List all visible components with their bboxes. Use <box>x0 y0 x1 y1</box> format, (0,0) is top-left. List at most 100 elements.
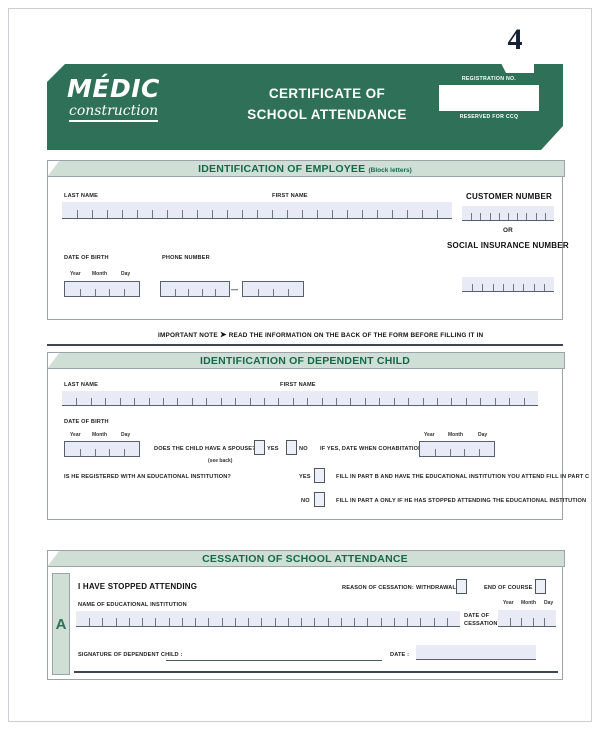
note-divider <box>47 344 563 346</box>
customer-number-label: CUSTOMER NUMBER <box>466 192 552 201</box>
section-employee-title-text: IDENTIFICATION OF EMPLOYEE <box>198 163 366 175</box>
registered-yes-checkbox[interactable] <box>314 468 325 483</box>
registered-yes-label: YES <box>299 474 311 480</box>
comb-teeth <box>243 288 303 296</box>
employee-first-name-label: FIRST NAME <box>272 193 308 199</box>
cessation-year-label: Year <box>503 600 514 606</box>
child-last-name-label: LAST NAME <box>64 382 98 388</box>
signature-label: SIGNATURE OF DEPENDENT CHILD : <box>78 652 183 658</box>
sin-input[interactable] <box>462 277 554 292</box>
cessation-month-label: Month <box>521 600 536 606</box>
comb-teeth <box>62 209 452 218</box>
signature-line[interactable] <box>166 660 382 661</box>
spouse-no-label: NO <box>299 446 308 452</box>
child-dob-month-label: Month <box>92 432 107 438</box>
employee-phone-suffix-input[interactable] <box>242 281 304 297</box>
spouse-yes-label: YES <box>267 446 279 452</box>
cohab-month-label: Month <box>448 432 463 438</box>
important-note-label: IMPORTANT NOTE <box>158 332 218 339</box>
cessation-bottom-divider <box>74 671 558 673</box>
spouse-question-label: DOES THE CHILD HAVE A SPOUSE? <box>154 446 256 452</box>
institution-name-input[interactable] <box>76 611 460 627</box>
part-a-tab: A <box>52 573 70 675</box>
medic-construction-logo: MÉDIC construction <box>67 76 217 138</box>
cohabitation-label: IF YES, DATE WHEN COHABITATION BEGAN <box>320 446 445 452</box>
comb-teeth <box>62 397 538 405</box>
employee-dob-month-label: Month <box>92 271 107 277</box>
child-dob-input[interactable] <box>64 441 140 457</box>
section-cessation-title-text: CESSATION OF SCHOOL ATTENDANCE <box>202 553 408 565</box>
section-child-title: IDENTIFICATION OF DEPENDENT CHILD <box>48 353 562 370</box>
employee-phone-label: PHONE NUMBER <box>162 255 210 261</box>
spouse-no-checkbox[interactable] <box>286 440 297 455</box>
section-dependent-child: IDENTIFICATION OF DEPENDENT CHILD LAST N… <box>47 352 589 520</box>
withdrawal-label: WITHDRAWAL <box>416 585 457 591</box>
reason-of-cessation-label: REASON OF CESSATION: <box>342 585 414 591</box>
cohabitation-date-input[interactable] <box>419 441 495 457</box>
form-title: CERTIFICATE OF SCHOOL ATTENDANCE <box>237 84 417 126</box>
comb-teeth <box>65 288 139 296</box>
end-of-course-label: END OF COURSE <box>484 585 533 591</box>
logo-main-text: MÉDIC <box>67 74 160 103</box>
cessation-day-label: Day <box>544 600 554 606</box>
form-number-value: 4 <box>507 23 523 56</box>
part-a-letter: A <box>55 615 67 633</box>
registration-label: REGISTRATION NO. <box>461 76 517 82</box>
registered-question-label: IS HE REGISTERED WITH AN EDUCATIONAL INS… <box>64 474 231 480</box>
section-cessation-title: CESSATION OF SCHOOL ATTENDANCE <box>48 551 562 568</box>
reserved-for-ccq-label: RESERVED FOR CCQ <box>459 114 519 120</box>
spouse-seeback-label: (see back) <box>208 458 233 464</box>
sin-label: SOCIAL INSURANCE NUMBER <box>447 241 569 250</box>
arrow-right-icon: ➤ <box>219 330 227 339</box>
child-dob-label: DATE OF BIRTH <box>64 419 109 425</box>
logo-sub-text: construction <box>69 104 159 122</box>
section-child-title-text: IDENTIFICATION OF DEPENDENT CHILD <box>200 355 410 367</box>
employee-name-input[interactable] <box>62 202 452 219</box>
comb-teeth <box>76 618 460 626</box>
child-dob-year-label: Year <box>70 432 81 438</box>
cohab-year-label: Year <box>424 432 435 438</box>
date-of-cessation-label-2: CESSATION <box>464 621 498 627</box>
employee-dob-day-label: Day <box>121 271 131 277</box>
or-label: OR <box>503 227 513 234</box>
signature-date-input[interactable] <box>416 645 536 660</box>
comb-teeth <box>161 288 229 296</box>
registered-no-checkbox[interactable] <box>314 492 325 507</box>
important-note: IMPORTANT NOTE ➤ READ THE INFORMATION ON… <box>158 330 483 339</box>
form-title-line1: CERTIFICATE OF <box>268 86 386 101</box>
date-of-cessation-label-1: DATE OF <box>464 613 490 619</box>
section-employee-title: IDENTIFICATION OF EMPLOYEE (Block letter… <box>48 161 562 178</box>
registration-block: REGISTRATION NO. RESERVED FOR CCQ <box>439 76 539 120</box>
cessation-date-input[interactable] <box>498 610 556 627</box>
employee-dob-label: DATE OF BIRTH <box>64 255 109 261</box>
child-name-input[interactable] <box>62 391 538 406</box>
cohab-day-label: Day <box>478 432 488 438</box>
important-note-text: READ THE INFORMATION ON THE BACK OF THE … <box>228 332 484 339</box>
registration-input[interactable] <box>439 85 539 111</box>
registered-no-label: NO <box>301 498 310 504</box>
end-of-course-checkbox[interactable] <box>535 579 546 594</box>
comb-teeth <box>65 448 139 456</box>
header-banner: MÉDIC construction CERTIFICATE OF SCHOOL… <box>47 64 563 150</box>
institution-name-label: NAME OF EDUCATIONAL INSTITUTION <box>78 602 187 608</box>
employee-dob-input[interactable] <box>64 281 140 297</box>
employee-phone-prefix-input[interactable] <box>160 281 230 297</box>
form-title-line2: SCHOOL ATTENDANCE <box>247 106 407 122</box>
section-employee-subtitle: (Block letters) <box>368 167 412 174</box>
section-employee: IDENTIFICATION OF EMPLOYEE (Block letter… <box>47 160 569 320</box>
withdrawal-checkbox[interactable] <box>456 579 467 594</box>
employee-dob-year-label: Year <box>70 271 81 277</box>
signature-date-label: DATE : <box>390 652 410 658</box>
stopped-attending-label: I HAVE STOPPED ATTENDING <box>78 582 198 591</box>
spouse-yes-checkbox[interactable] <box>254 440 265 455</box>
comb-teeth <box>462 212 554 220</box>
customer-number-input[interactable] <box>462 206 554 221</box>
comb-teeth <box>462 283 554 291</box>
comb-teeth <box>498 617 556 626</box>
child-first-name-label: FIRST NAME <box>280 382 316 388</box>
registered-no-text: FILL IN PART A ONLY IF HE HAS STOPPED AT… <box>336 498 587 504</box>
comb-teeth <box>420 448 494 456</box>
child-dob-day-label: Day <box>121 432 131 438</box>
section-cessation: CESSATION OF SCHOOL ATTENDANCE A I HAVE … <box>47 550 565 680</box>
